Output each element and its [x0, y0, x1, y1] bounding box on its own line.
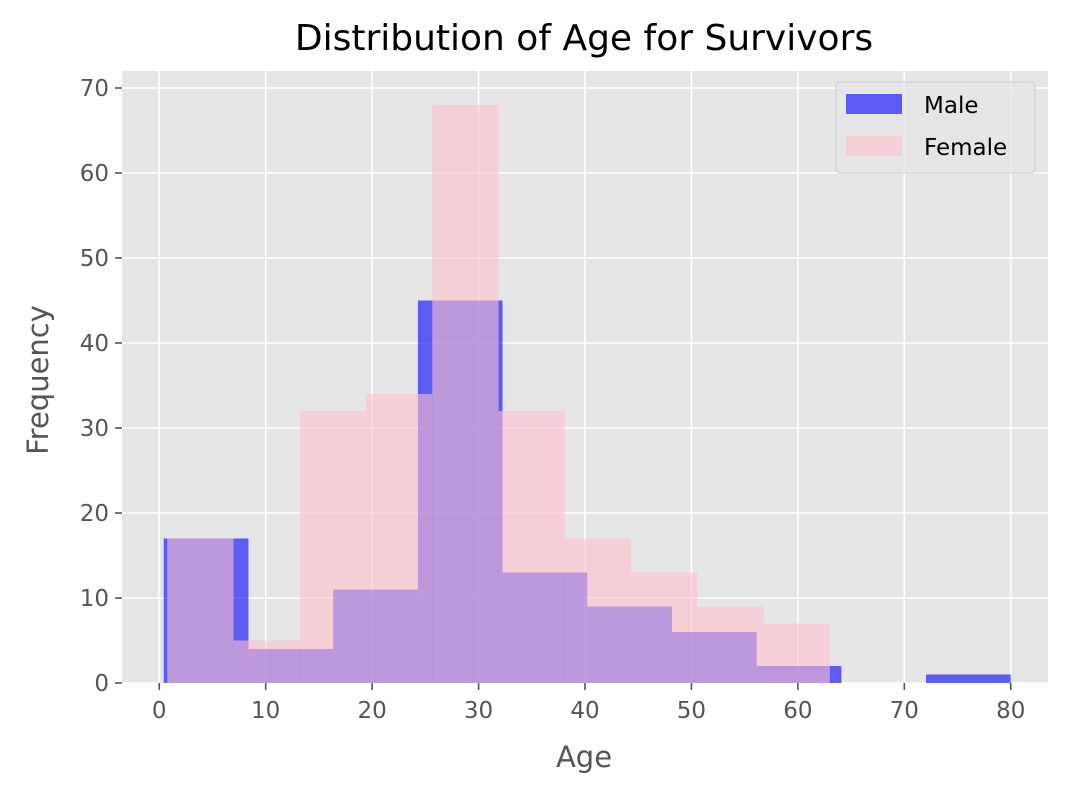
y-tick-label: 20 — [80, 501, 109, 527]
chart-title: Distribution of Age for Survivors — [295, 18, 873, 59]
x-tick-label: 10 — [251, 698, 280, 724]
x-axis-label: Age — [556, 740, 612, 774]
x-tick-label: 30 — [464, 698, 493, 724]
female-bar — [233, 640, 300, 683]
legend-swatch-male — [846, 94, 902, 114]
y-tick-label: 30 — [80, 416, 109, 442]
female-bar — [564, 538, 632, 683]
x-tick-label: 20 — [357, 698, 386, 724]
x-tick-label: 80 — [996, 698, 1025, 724]
y-tick-label: 70 — [80, 76, 109, 102]
female-bar — [366, 394, 433, 683]
x-tick-label: 50 — [677, 698, 706, 724]
x-tick-label: 40 — [570, 698, 599, 724]
x-tick-label: 70 — [890, 698, 919, 724]
female-bar — [299, 411, 367, 683]
female-bar — [763, 623, 830, 683]
legend-swatch-female — [846, 136, 902, 156]
x-tick-label: 60 — [783, 698, 812, 724]
male-bar — [926, 674, 1011, 683]
y-tick-label: 50 — [80, 246, 109, 272]
legend: Male Female — [835, 81, 1036, 174]
female-bar — [631, 572, 698, 683]
x-axis: 0 10 20 30 40 50 60 70 80 — [152, 683, 1025, 724]
y-tick-label: 40 — [80, 331, 109, 357]
x-tick-label: 0 — [152, 698, 167, 724]
y-tick-label: 0 — [94, 671, 109, 697]
bars-layer — [163, 105, 1011, 683]
y-tick-label: 60 — [80, 161, 109, 187]
y-axis: 0 10 20 30 40 50 60 70 — [80, 76, 122, 697]
female-bar — [167, 538, 234, 683]
female-bar — [432, 105, 499, 683]
y-tick-label: 10 — [80, 586, 109, 612]
legend-label-female: Female — [924, 135, 1007, 161]
y-axis-label: Frequency — [21, 305, 55, 455]
female-bar — [697, 606, 764, 683]
legend-label-male: Male — [924, 93, 978, 119]
female-bar — [498, 411, 565, 683]
